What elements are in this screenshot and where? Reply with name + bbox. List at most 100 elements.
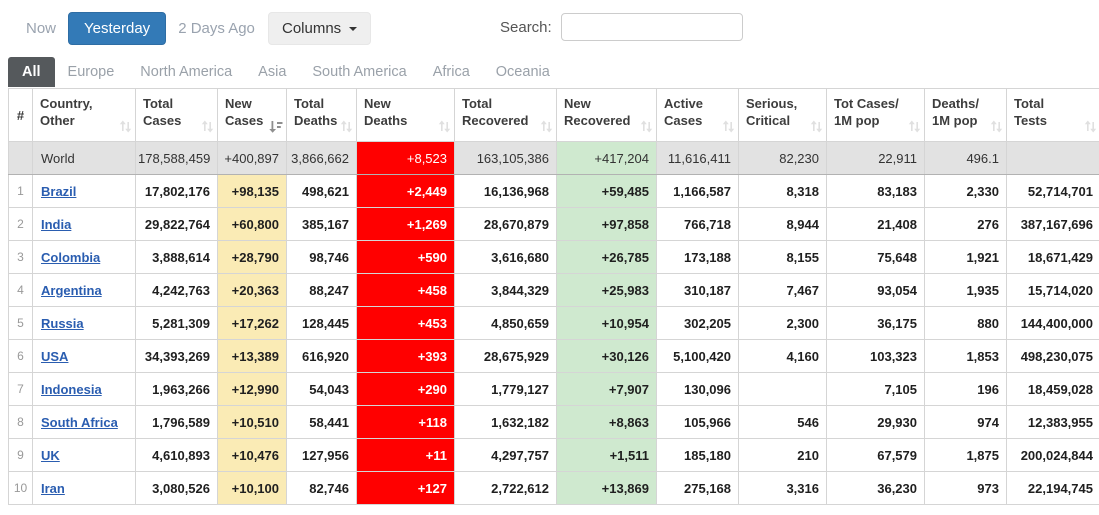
tab-asia[interactable]: Asia [258, 64, 287, 80]
col-header-cases_per_1m[interactable]: Tot Cases/1M pop [826, 88, 925, 142]
cell-serious_critical: 4,160 [738, 339, 827, 373]
country-link[interactable]: Colombia [41, 249, 101, 265]
country-link[interactable]: USA [41, 348, 69, 364]
table-header: # Country, Other Total Cases New Cases Total Dea… [8, 88, 1099, 142]
cell-serious_critical: 210 [738, 438, 827, 472]
tab-africa[interactable]: Africa [432, 64, 470, 80]
cell-total_cases: 3,080,526 [135, 471, 218, 505]
cell-total_recovered: 3,844,329 [454, 273, 557, 307]
cell-new_cases: +28,790 [217, 240, 287, 274]
col-header-label: Country, Other [40, 96, 93, 128]
cell-total_recovered: 28,675,929 [454, 339, 557, 373]
cell-new_deaths: +393 [356, 339, 455, 373]
tab-south-america[interactable]: South America [312, 64, 407, 80]
cell-active_cases: 130,096 [656, 372, 739, 406]
col-header-deaths_per_1m[interactable]: Deaths/1M pop [924, 88, 1007, 142]
country-link[interactable]: Argentina [41, 282, 102, 298]
cell-cases_per_1m: 7,105 [826, 372, 925, 406]
cell-cases_per_1m: 67,579 [826, 438, 925, 472]
col-header-active_cases[interactable]: Active Cases [656, 88, 739, 142]
cell-new_cases: +13,389 [217, 339, 287, 373]
col-header-label: Serious, Critical [746, 96, 798, 128]
cell-serious_critical: 2,300 [738, 306, 827, 340]
country-link[interactable]: Brazil [41, 183, 77, 199]
cell-index: 8 [8, 405, 33, 439]
columns-dropdown-button[interactable]: Columns [268, 12, 372, 45]
cell-new_recovered: +25,983 [556, 273, 657, 307]
col-header-label: Active Cases [664, 96, 704, 128]
table-body: World 178,588,459 +400,897 3,866,662 +8,523 1… [8, 141, 1099, 505]
time-filter-now[interactable]: Now [14, 13, 68, 44]
region-tabs: All Europe North America Asia South America A… [8, 57, 563, 87]
cell-new_recovered: +10,954 [556, 306, 657, 340]
cell-total_recovered: 2,722,612 [454, 471, 557, 505]
tab-oceania[interactable]: Oceania [495, 64, 550, 80]
stats-table: # Country, Other Total Cases New Cases Total Dea… [8, 88, 1099, 505]
country-link[interactable]: Iran [41, 480, 65, 496]
cell-index: 6 [8, 339, 33, 373]
cell-active_cases: 5,100,420 [656, 339, 739, 373]
col-header-total_recovered[interactable]: Total Recovered [454, 88, 557, 142]
col-header-total_deaths[interactable]: Total Deaths [286, 88, 357, 142]
cell-new_deaths: +118 [356, 405, 455, 439]
tab-europe[interactable]: Europe [67, 64, 115, 80]
cell-total_recovered: 16,136,968 [454, 174, 557, 208]
cell-new_deaths: +127 [356, 471, 455, 505]
cell-total_deaths: 616,920 [286, 339, 357, 373]
stats-table-container: # Country, Other Total Cases New Cases Total Dea… [8, 88, 1099, 515]
sort-toggle-icon [990, 120, 1003, 133]
col-header-new_deaths[interactable]: New Deaths [356, 88, 455, 142]
country-link[interactable]: India [41, 216, 72, 232]
cell-new_recovered: +1,511 [556, 438, 657, 472]
cell-active_cases: 11,616,411 [656, 141, 739, 175]
country-link[interactable]: UK [41, 447, 60, 463]
col-header-country[interactable]: Country, Other [32, 88, 136, 142]
cell-total_tests: 144,400,000 [1006, 306, 1099, 340]
cell-total_tests: 15,714,020 [1006, 273, 1099, 307]
cell-country: UK [32, 438, 136, 472]
sort-toggle-icon [340, 120, 353, 133]
col-header-index: # [8, 88, 33, 142]
cell-total_tests: 18,671,429 [1006, 240, 1099, 274]
country-link[interactable]: South Africa [41, 414, 118, 430]
col-header-serious_critical[interactable]: Serious, Critical [738, 88, 827, 142]
col-header-total_cases[interactable]: Total Cases [135, 88, 218, 142]
cell-total_recovered: 28,670,879 [454, 207, 557, 241]
cell-new_deaths: +2,449 [356, 174, 455, 208]
country-link[interactable]: Indonesia [41, 381, 102, 397]
cell-index: 2 [8, 207, 33, 241]
cell-total_recovered: 4,297,757 [454, 438, 557, 472]
cell-active_cases: 185,180 [656, 438, 739, 472]
sort-toggle-icon [540, 120, 553, 133]
country-link[interactable]: Russia [41, 315, 84, 331]
time-filter-yesterday[interactable]: Yesterday [68, 12, 167, 45]
time-filter-2-days-ago[interactable]: 2 Days Ago [166, 13, 267, 44]
cell-new_recovered: +59,485 [556, 174, 657, 208]
cell-deaths_per_1m: 496.1 [924, 141, 1007, 175]
cell-total_deaths: 58,441 [286, 405, 357, 439]
cell-new_cases: +10,476 [217, 438, 287, 472]
table-row: 6 USA 34,393,269 +13,389 616,920 +393 28,675,9… [8, 339, 1099, 373]
cell-total_recovered: 1,779,127 [454, 372, 557, 406]
cell-index: 3 [8, 240, 33, 274]
cell-cases_per_1m: 21,408 [826, 207, 925, 241]
col-header-new_recovered[interactable]: New Recovered [556, 88, 657, 142]
cell-country: Colombia [32, 240, 136, 274]
cell-cases_per_1m: 36,175 [826, 306, 925, 340]
tab-all[interactable]: All [8, 57, 55, 87]
cell-deaths_per_1m: 196 [924, 372, 1007, 406]
search-input[interactable] [560, 13, 743, 41]
cell-active_cases: 1,166,587 [656, 174, 739, 208]
cell-new_cases: +98,135 [217, 174, 287, 208]
col-header-total_tests[interactable]: Total Tests [1006, 88, 1099, 142]
search-group: Search: [500, 13, 743, 41]
cell-index: 5 [8, 306, 33, 340]
cell-total_tests: 52,714,701 [1006, 174, 1099, 208]
cell-new_cases: +10,510 [217, 405, 287, 439]
cell-country: Russia [32, 306, 136, 340]
cell-total_tests: 22,194,745 [1006, 471, 1099, 505]
col-header-new_cases[interactable]: New Cases [217, 88, 287, 142]
tab-north-america[interactable]: North America [140, 64, 233, 80]
cell-cases_per_1m: 22,911 [826, 141, 925, 175]
cell-cases_per_1m: 103,323 [826, 339, 925, 373]
